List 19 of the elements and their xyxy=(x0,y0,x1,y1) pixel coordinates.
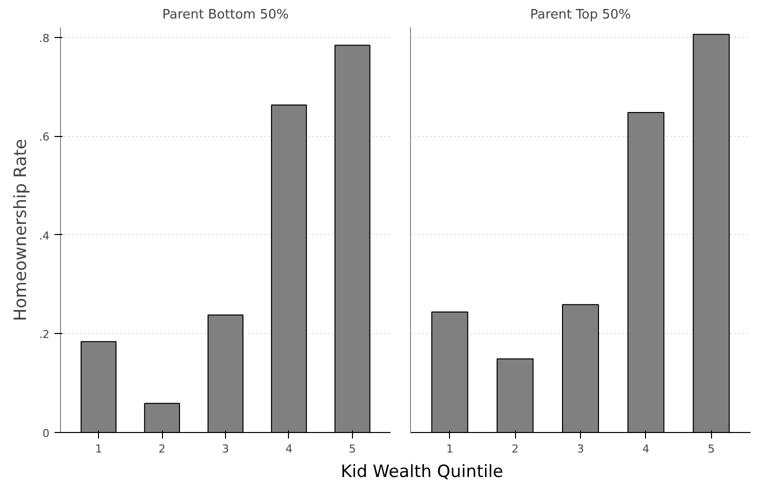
chart-title: Parent Top 50% xyxy=(530,8,631,22)
x-tick-label: 1 xyxy=(95,442,102,456)
x-tick-label: 5 xyxy=(348,442,356,456)
x-tick-label: 2 xyxy=(158,442,166,456)
x-tick-label: 4 xyxy=(285,442,292,456)
x-axis-title: Kid Wealth Quintile xyxy=(340,461,504,484)
y-axis-title: Homeownership Rate xyxy=(11,138,32,322)
x-tick-label: 5 xyxy=(708,442,715,456)
chart-title: Parent Bottom 50% xyxy=(162,8,289,22)
x-tick-label: 1 xyxy=(446,442,454,456)
y-tick-label: .8 xyxy=(39,32,50,45)
x-tick-label: 3 xyxy=(222,442,229,456)
x-tick-label: 4 xyxy=(642,442,650,456)
y-tick-label: 0 xyxy=(42,427,50,440)
x-tick-label: 2 xyxy=(512,442,519,456)
y-tick-label: .6 xyxy=(39,130,50,144)
y-tick-label: .4 xyxy=(39,229,50,242)
y-tick-label: .2 xyxy=(39,328,50,342)
x-tick-label: 3 xyxy=(577,442,584,456)
